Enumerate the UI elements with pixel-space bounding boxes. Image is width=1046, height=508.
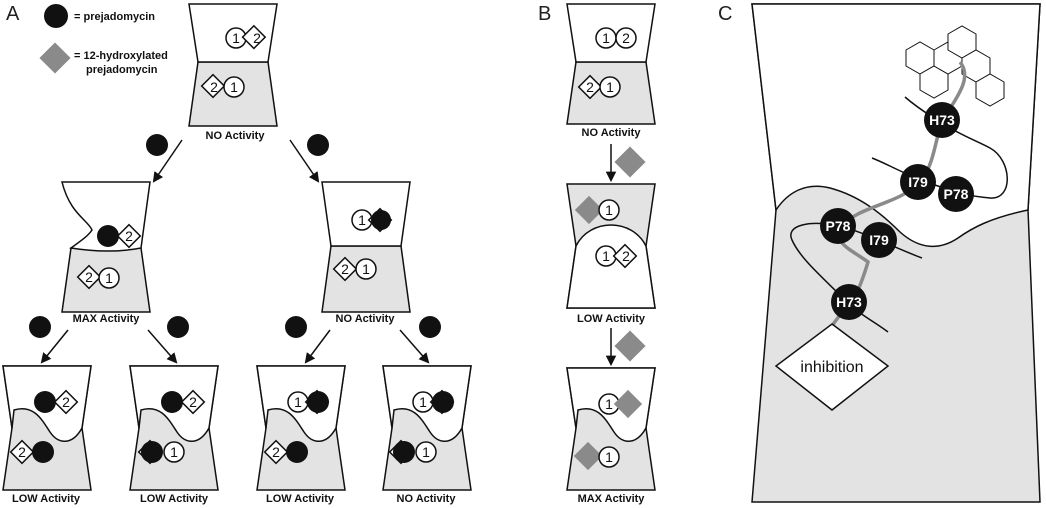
enzyme-a-mid-left: 2 2 1 — [61, 181, 151, 313]
ligand-1-label: 1 — [358, 212, 366, 228]
residue-label: P78 — [826, 218, 851, 234]
residue-label: P78 — [944, 186, 969, 202]
enzyme-a-bottom-4: 1 1 — [382, 365, 472, 491]
residue-p78-bottom: P78 — [820, 208, 856, 244]
ligand-1-label: 1 — [602, 30, 610, 46]
activity-label-a-bottom-2: LOW Activity — [140, 493, 209, 505]
ligand-1-label: 1 — [232, 30, 240, 46]
hydroxylated-addition-diamond — [614, 330, 646, 362]
activity-label-a-bottom-1: LOW Activity — [12, 493, 81, 505]
activity-label-b-2: LOW Activity — [577, 313, 646, 325]
prejadomycin-addition-circle — [146, 134, 168, 156]
activity-label-a-mid-right: NO Activity — [336, 313, 396, 325]
ligand-1-label: 1 — [606, 79, 614, 95]
ligand-1-label: 1 — [419, 394, 427, 410]
ligand-1-label: 1 — [605, 202, 613, 218]
enzyme-a-top: 1 2 2 1 — [188, 3, 278, 127]
inhibition-diamond: inhibition — [774, 323, 890, 411]
ligand-2-label: 2 — [125, 228, 133, 244]
panel-label-a: A — [6, 3, 20, 25]
prejadomycin-addition-circle — [307, 134, 329, 156]
legend-hydroxylated-diamond — [39, 42, 71, 74]
residue-h73-bottom: H73 — [831, 284, 867, 320]
ligand-2-label: 2 — [586, 79, 594, 95]
ligand-1-label: 1 — [605, 449, 613, 465]
prejadomycin-addition-circle — [419, 316, 441, 338]
enzyme-c-zoom: H73 I79 P78 P78 I79 H73 inhibition — [751, 3, 1041, 503]
ligand-2-label: 2 — [272, 444, 280, 460]
ligand-2-label: 2 — [210, 79, 218, 95]
ligand-1-label: 1 — [605, 396, 613, 412]
panel-label-c: C — [718, 3, 732, 25]
ligand-2-label: 2 — [18, 444, 26, 460]
enzyme-a-bottom-3: 1 2 — [256, 365, 346, 491]
enzyme-a-bottom-1: 2 2 — [2, 365, 92, 491]
residue-i79-top: I79 — [900, 164, 936, 200]
enzyme-a-mid-right: 1 2 1 — [321, 181, 411, 313]
enzyme-b-3: 1 1 — [566, 367, 656, 491]
arrow — [147, 329, 178, 364]
residue-label: H73 — [929, 112, 955, 128]
ligand-1-label: 1 — [422, 444, 430, 460]
legend-prejadomycin-text: = prejadomycin — [74, 11, 155, 23]
activity-label-a-top: NO Activity — [206, 130, 266, 142]
ligand-2-label: 2 — [253, 30, 261, 46]
legend-hydroxylated-text-1: = 12-hydroxylated — [74, 50, 168, 62]
polyketide-ring-structure — [905, 25, 1005, 107]
legend-hydroxylated-text-2: prejadomycin — [86, 64, 158, 76]
ligand-2-label: 2 — [622, 30, 630, 46]
ligand-1-label: 1 — [294, 394, 302, 410]
prejadomycin-addition-circle — [285, 316, 307, 338]
legend: = prejadomycin = 12-hydroxylated prejado… — [39, 4, 168, 76]
enzyme-a-bottom-2: 2 1 — [129, 365, 219, 491]
activity-label-a-bottom-4: NO Activity — [397, 493, 457, 505]
activity-label-a-bottom-3: LOW Activity — [266, 493, 335, 505]
ligand-2-label: 2 — [62, 394, 70, 410]
residue-h73-top: H73 — [924, 102, 960, 138]
prejadomycin-addition-circle — [167, 316, 189, 338]
ligand-2-label: 2 — [85, 269, 93, 285]
residue-label: H73 — [836, 294, 862, 310]
ligand-1-label: 1 — [105, 270, 113, 286]
arrow — [399, 329, 430, 364]
inhibition-label: inhibition — [800, 359, 863, 376]
arrow — [304, 329, 331, 364]
prejadomycin-addition-circle — [29, 316, 51, 338]
hydroxylated-addition-diamond — [614, 146, 646, 178]
activity-label-b-1: NO Activity — [582, 127, 642, 139]
ligand-2-label: 2 — [189, 394, 197, 410]
residue-label: I79 — [908, 174, 928, 190]
enzyme-b-2: 1 1 2 — [566, 183, 656, 309]
residue-i79-bottom: I79 — [861, 222, 897, 258]
ligand-1-label: 1 — [602, 248, 610, 264]
ligand-2-label: 2 — [622, 248, 630, 264]
ligand-1-label: 1 — [230, 79, 238, 95]
activity-label-a-mid-left: MAX Activity — [73, 313, 141, 325]
ligand-2-label: 2 — [341, 261, 349, 277]
arrow — [152, 139, 183, 183]
ligand-1-label: 1 — [170, 444, 178, 460]
legend-prejadomycin-circle — [44, 4, 68, 28]
arrow — [40, 329, 69, 364]
panel-label-b: B — [538, 3, 551, 25]
residue-p78-top: P78 — [938, 176, 974, 212]
residue-label: I79 — [869, 232, 889, 248]
ligand-1-label: 1 — [362, 261, 370, 277]
arrow — [289, 139, 320, 183]
enzyme-b-1: 1 2 2 1 — [566, 3, 656, 125]
activity-label-b-3: MAX Activity — [578, 493, 646, 505]
